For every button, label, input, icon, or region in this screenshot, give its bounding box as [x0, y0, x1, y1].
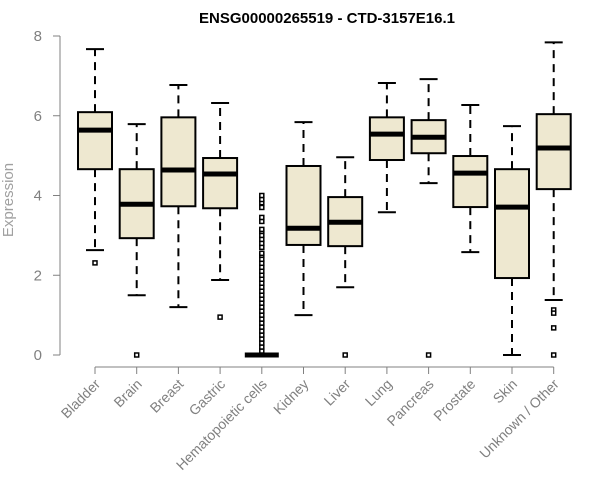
outlier-point: [259, 214, 265, 221]
boxes-group: [77, 41, 572, 358]
x-tick-label: Kidney: [270, 376, 312, 418]
box-iqr: [535, 113, 572, 191]
outlier-point: [550, 310, 557, 316]
box-liver: [327, 156, 364, 358]
y-tick-label: 4: [34, 188, 42, 205]
box-brain: [118, 123, 155, 358]
outlier-point: [133, 352, 140, 358]
x-tick-label: Bladder: [58, 376, 104, 422]
x-tick-label: Breast: [147, 376, 187, 416]
outlier-point: [92, 260, 98, 266]
box-iqr: [202, 157, 239, 210]
y-tick-label: 6: [34, 108, 42, 125]
box-iqr: [452, 155, 489, 209]
box-bladder: [77, 48, 113, 266]
box-breast: [160, 84, 197, 309]
x-tick-label: Brain: [110, 376, 144, 410]
box-prostate: [452, 103, 489, 254]
y-axis-title: Expression: [0, 163, 17, 237]
outlier-point: [259, 204, 265, 211]
box-iqr: [77, 111, 113, 171]
outlier-point: [259, 250, 265, 257]
x-tick-label: Lung: [362, 376, 395, 409]
box-iqr: [368, 116, 405, 162]
chart-title: ENSG00000265519 - CTD-3157E16.1: [199, 10, 455, 27]
x-tick-label: Skin: [490, 376, 521, 407]
outlier-point: [259, 226, 265, 233]
outlier-point: [259, 192, 265, 199]
box-hematopoietic-cells: [244, 192, 279, 358]
outlier-point: [550, 325, 557, 331]
x-tick-label: Liver: [321, 376, 354, 409]
box-iqr: [285, 164, 322, 246]
box-lung: [368, 82, 405, 214]
box-unknown-other: [535, 41, 572, 358]
box-iqr: [160, 116, 197, 208]
box-pancreas: [410, 78, 447, 358]
y-tick-label: 2: [34, 267, 42, 284]
y-tick-label: 0: [34, 347, 42, 364]
box-gastric: [202, 101, 239, 320]
box-iqr: [494, 168, 530, 280]
outlier-point: [342, 352, 348, 358]
y-tick-label: 8: [34, 28, 42, 45]
x-tick-label: Unknown / Other: [476, 376, 562, 462]
outlier-point: [550, 352, 557, 358]
box-skin: [494, 125, 530, 356]
box-kidney: [285, 121, 322, 317]
outlier-point: [425, 352, 432, 358]
outlier-point: [217, 314, 223, 320]
y-axis: 0 2 4 6 8: [34, 28, 61, 364]
x-tick-label: Prostate: [430, 376, 478, 424]
